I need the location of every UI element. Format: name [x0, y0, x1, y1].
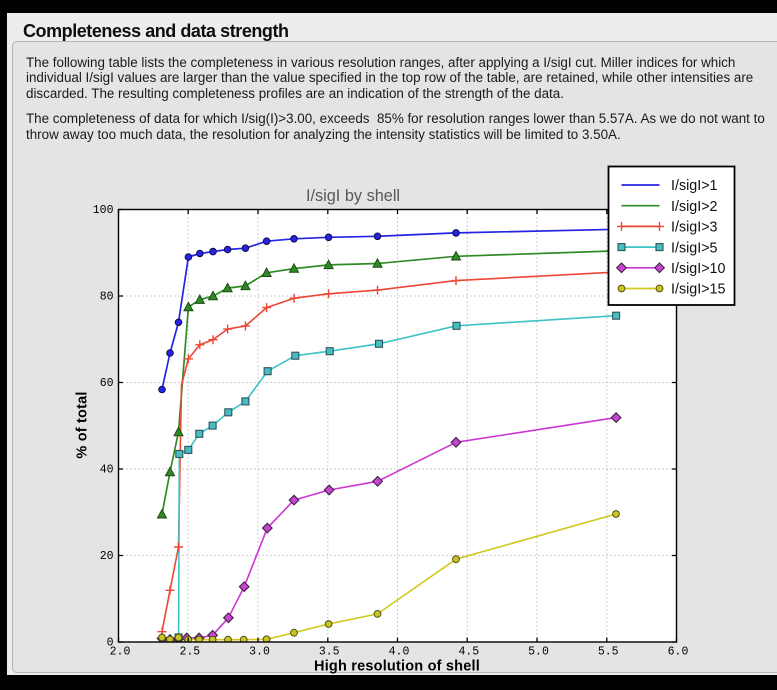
svg-text:I/sigI>15: I/sigI>15 — [671, 282, 725, 298]
svg-text:4.0: 4.0 — [389, 645, 410, 658]
svg-text:I/sigI>5: I/sigI>5 — [671, 240, 718, 256]
svg-text:5.0: 5.0 — [528, 645, 549, 658]
svg-text:40: 40 — [100, 463, 114, 476]
svg-text:20: 20 — [100, 550, 114, 563]
svg-text:I/sigI>1: I/sigI>1 — [671, 178, 718, 194]
svg-text:3.5: 3.5 — [319, 645, 340, 658]
svg-text:60: 60 — [100, 377, 114, 390]
svg-text:100: 100 — [93, 204, 114, 217]
svg-text:High resolution of shell: High resolution of shell — [314, 658, 480, 674]
svg-text:2.0: 2.0 — [110, 645, 131, 658]
svg-text:80: 80 — [100, 290, 114, 303]
svg-text:5.5: 5.5 — [598, 645, 619, 658]
svg-text:I/sigI by shell: I/sigI by shell — [306, 187, 400, 205]
svg-text:3.0: 3.0 — [249, 645, 270, 658]
svg-text:6.0: 6.0 — [668, 645, 689, 658]
svg-text:I/sigI>3: I/sigI>3 — [671, 220, 718, 236]
svg-text:I/sigI>2: I/sigI>2 — [671, 199, 718, 215]
svg-text:% of total: % of total — [75, 391, 91, 458]
svg-text:2.5: 2.5 — [179, 645, 200, 658]
svg-text:0: 0 — [107, 636, 114, 649]
svg-text:I/sigI>10: I/sigI>10 — [671, 261, 725, 277]
svg-text:4.5: 4.5 — [458, 645, 479, 658]
